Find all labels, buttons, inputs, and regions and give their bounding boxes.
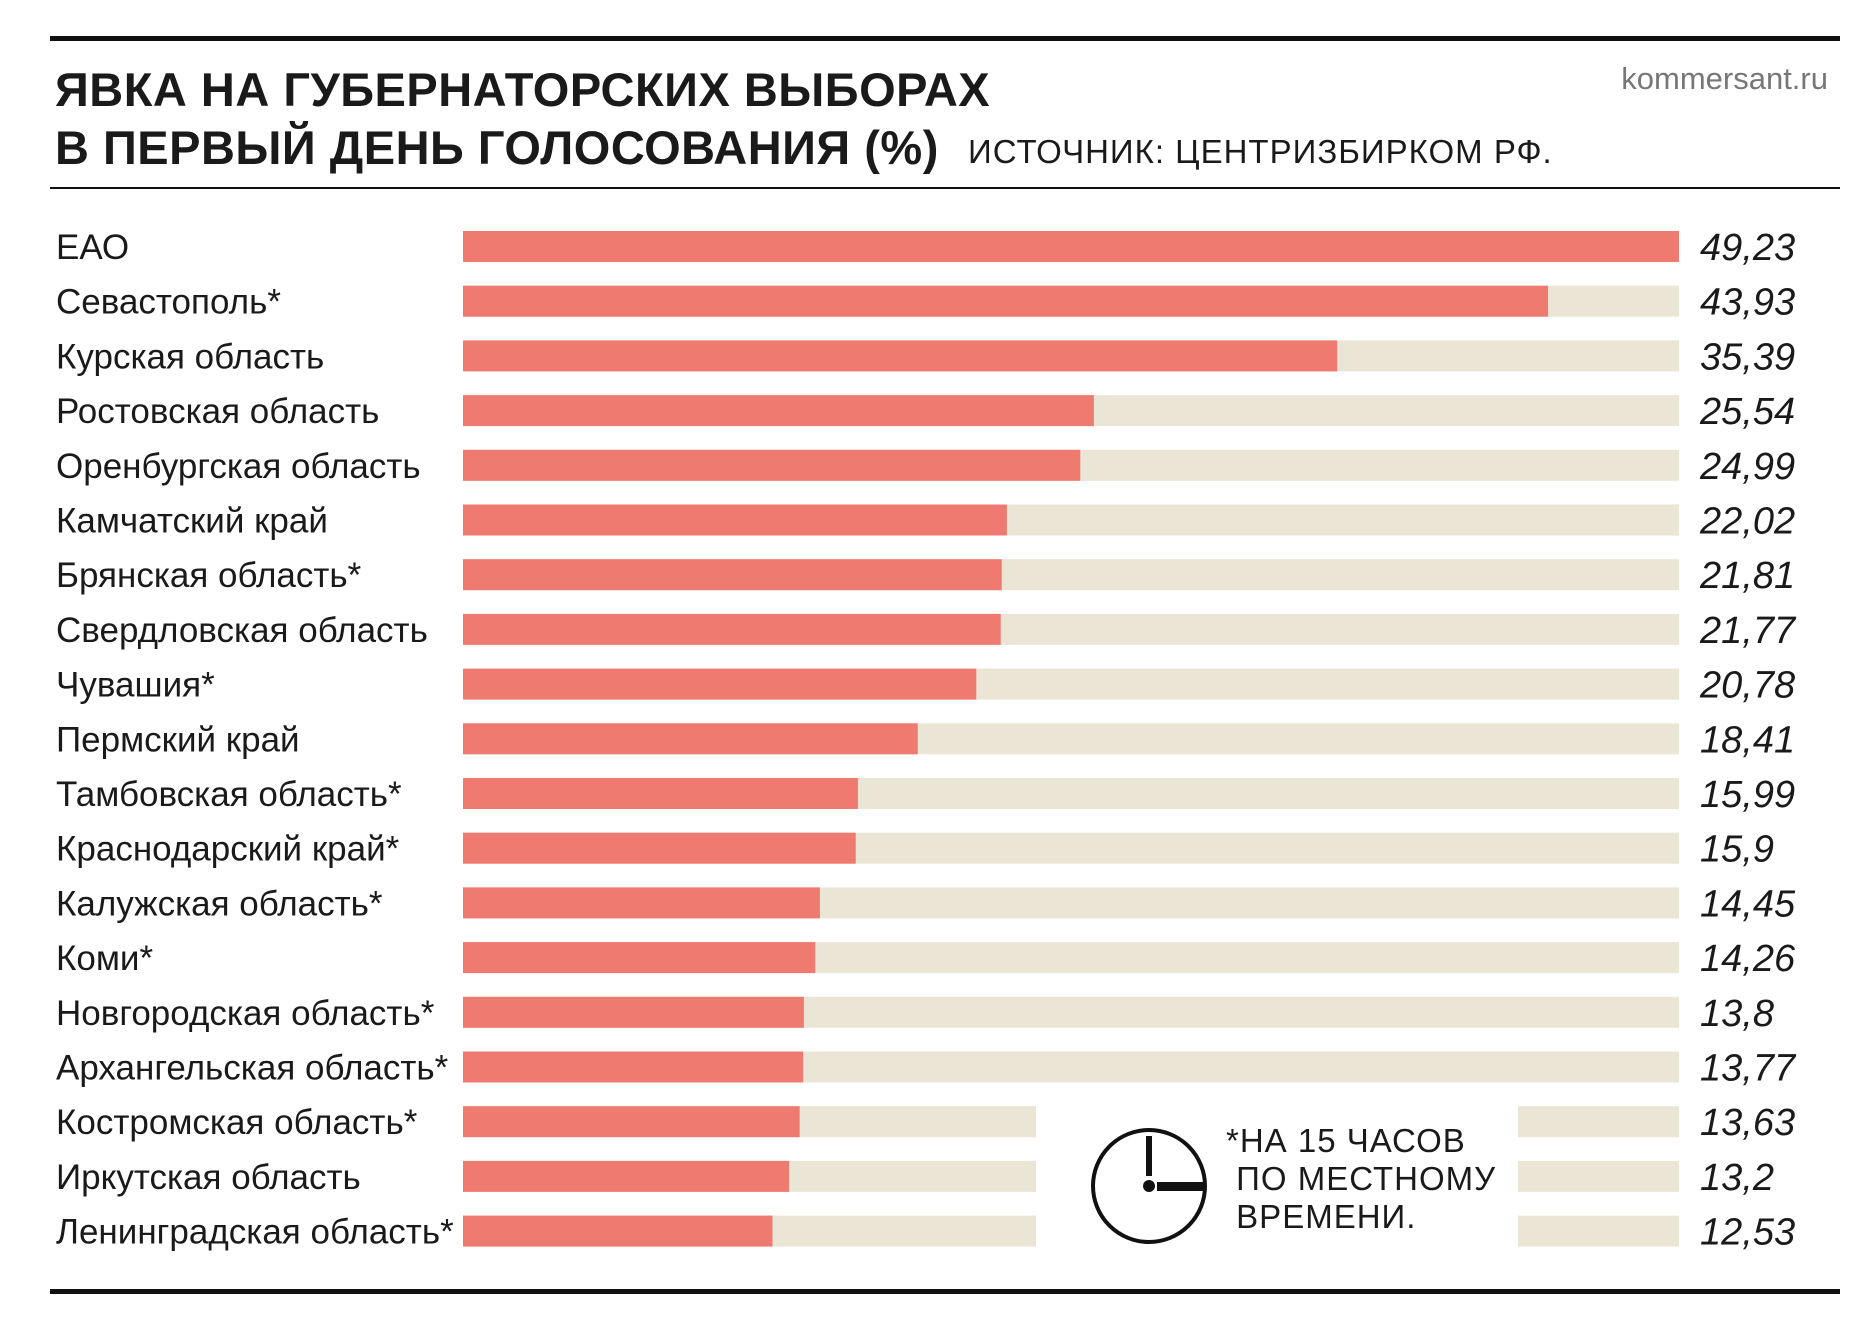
bar: [463, 285, 1549, 317]
category-label: Пермский край: [56, 720, 300, 759]
bar: [463, 996, 804, 1028]
category-label: Иркутская область: [56, 1158, 361, 1197]
value-label: 35,39: [1700, 336, 1795, 378]
category-label: Калужская область*: [56, 884, 383, 923]
category-label: Ленинградская область*: [56, 1213, 454, 1252]
bar: [463, 1215, 773, 1247]
bar-track: [1518, 1160, 1679, 1192]
value-label: 13,8: [1700, 993, 1774, 1035]
category-label: Брянская область*: [56, 556, 362, 595]
top-rule: [50, 36, 1840, 41]
chart-title-line-1: ЯВКА НА ГУБЕРНАТОРСКИХ ВЫБОРАХ: [55, 63, 991, 116]
value-label: 22,02: [1699, 501, 1795, 543]
category-label: Костромская область*: [56, 1103, 418, 1142]
bar: [463, 942, 816, 974]
clock-minute-hand: [1146, 1136, 1152, 1176]
value-label: 43,93: [1700, 282, 1795, 324]
bar: [463, 887, 820, 919]
value-label: 18,41: [1700, 719, 1795, 761]
value-label: 21,77: [1699, 610, 1797, 652]
bar: [463, 1051, 804, 1083]
bar: [463, 668, 977, 700]
bar-track: [1518, 1106, 1679, 1138]
category-label: Краснодарский край*: [56, 830, 400, 869]
clock-center: [1143, 1180, 1155, 1192]
bar: [463, 832, 856, 864]
category-label: Камчатский край: [56, 502, 328, 541]
category-label: Курская область: [56, 337, 324, 376]
bar: [463, 778, 858, 809]
bar: [463, 504, 1007, 536]
clock-hour-hand: [1157, 1182, 1203, 1191]
value-label: 12,53: [1700, 1212, 1795, 1254]
value-label: 13,77: [1700, 1048, 1797, 1090]
source-text: ИСТОЧНИК: ЦЕНТРИЗБИРКОМ РФ.: [968, 133, 1553, 170]
category-label: Новгородская область*: [56, 994, 435, 1033]
bar: [463, 1106, 800, 1138]
value-label: 20,78: [1699, 665, 1795, 707]
bar: [463, 1160, 790, 1192]
category-label: Архангельская область*: [56, 1049, 449, 1088]
category-label: Чувашия*: [56, 666, 215, 705]
bar: [463, 723, 918, 755]
value-label: 14,26: [1700, 938, 1796, 980]
value-label: 13,2: [1700, 1157, 1774, 1199]
value-label: 15,9: [1700, 829, 1774, 871]
header-rule: [50, 187, 1840, 189]
value-label: 13,63: [1700, 1102, 1795, 1144]
bar: [463, 559, 1002, 591]
bar: [463, 231, 1679, 262]
value-label: 15,99: [1700, 774, 1795, 816]
clock-face: [1091, 1128, 1207, 1244]
chart-title-line-2: В ПЕРВЫЙ ДЕНЬ ГОЛОСОВАНИЯ (%): [55, 121, 939, 174]
category-label: Севастополь*: [56, 283, 281, 322]
bar: [463, 340, 1338, 372]
category-label: ЕАО: [56, 228, 129, 267]
value-label: 49,23: [1700, 227, 1795, 269]
category-label: Тамбовская область*: [56, 775, 402, 814]
bottom-rule: [50, 1289, 1840, 1294]
time-footnote: *НА 15 ЧАСОВ ПО МЕСТНОМУ ВРЕМЕНИ.: [1226, 1122, 1497, 1235]
site-link[interactable]: kommersant.ru: [1621, 61, 1828, 96]
bar-track: [1518, 1215, 1679, 1247]
category-label: Свердловская область: [56, 611, 428, 650]
value-label: 21,81: [1699, 555, 1795, 597]
clock-icon: [1091, 1128, 1207, 1244]
bar: [463, 449, 1081, 481]
value-label: 25,54: [1699, 391, 1795, 433]
value-label: 14,45: [1700, 883, 1796, 925]
bar: [463, 395, 1094, 427]
category-label: Коми*: [56, 939, 153, 978]
bar: [463, 613, 1001, 645]
category-label: Ростовская область: [56, 392, 379, 431]
value-label: 24,99: [1699, 446, 1795, 488]
category-label: Оренбургская область: [56, 447, 421, 486]
